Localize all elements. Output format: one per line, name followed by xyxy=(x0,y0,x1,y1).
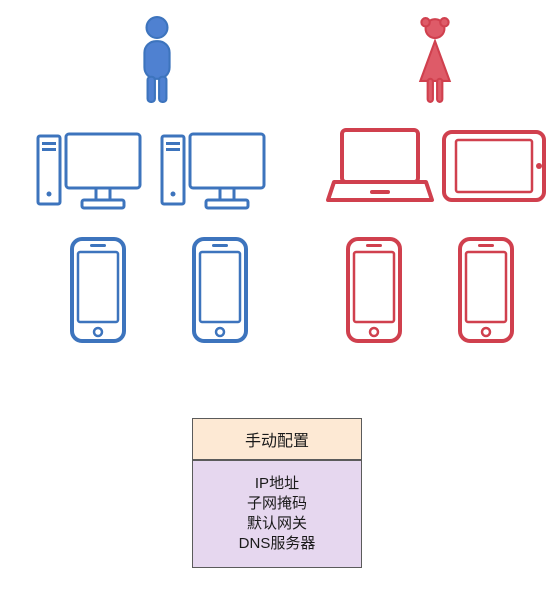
diagram-canvas: 手动配置 IP地址 子网掩码 默认网关 DNS服务器 xyxy=(0,0,556,601)
desktop-pc-icon xyxy=(36,130,144,214)
tablet-icon xyxy=(440,126,548,206)
config-list: IP地址 子网掩码 默认网关 DNS服务器 xyxy=(239,474,316,555)
smartphone-icon xyxy=(190,236,250,344)
config-list-item: IP地址 xyxy=(239,474,316,494)
config-list-item: 子网掩码 xyxy=(239,494,316,514)
config-title-text: 手动配置 xyxy=(245,427,309,451)
laptop-icon xyxy=(326,126,434,206)
desktop-pc-icon xyxy=(160,130,268,214)
smartphone-icon xyxy=(456,236,516,344)
smartphone-icon xyxy=(68,236,128,344)
person-female-icon xyxy=(414,16,456,104)
smartphone-icon xyxy=(344,236,404,344)
config-list-item: 默认网关 xyxy=(239,514,316,534)
config-title-box: 手动配置 xyxy=(192,418,362,460)
config-list-item: DNS服务器 xyxy=(239,534,316,554)
config-list-box: IP地址 子网掩码 默认网关 DNS服务器 xyxy=(192,460,362,568)
person-male-icon xyxy=(136,16,178,104)
